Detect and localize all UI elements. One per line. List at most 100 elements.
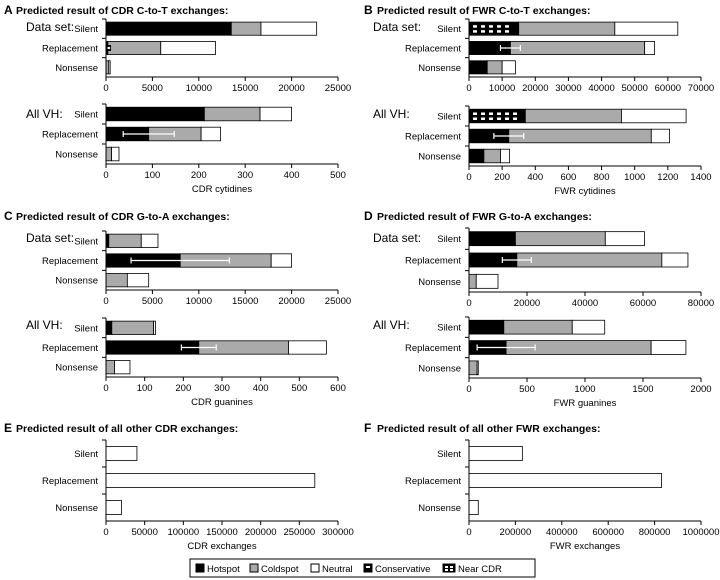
bar-segment-neutral xyxy=(260,21,318,36)
bar-segment-neutral xyxy=(270,253,292,268)
x-tick-label: 10000 xyxy=(186,296,212,307)
bar-segment-coldspot xyxy=(524,108,622,124)
category-label: Replacement xyxy=(42,44,98,55)
panel-d: D Predicted result of FWR G-to-A exchange… xyxy=(364,209,714,409)
category-label: Replacement xyxy=(405,476,461,487)
bar-segment-neutral xyxy=(111,146,120,162)
dataset-label: All VH: xyxy=(373,107,410,121)
bar-segment-hotspot xyxy=(468,148,485,164)
bar-segment-neutral xyxy=(500,148,511,164)
near-cdr-mark xyxy=(505,30,509,33)
bar-segment-hotspot xyxy=(105,320,113,335)
dataset-label: Data set: xyxy=(26,231,74,245)
category-label: Nonsense xyxy=(418,152,461,163)
x-tick-label: 400 xyxy=(253,383,269,394)
category-label: Replacement xyxy=(42,256,98,267)
legend: Hotspot Coldspot Neutral Conservative Ne… xyxy=(189,558,536,578)
x-tick-label: 500 xyxy=(519,384,535,395)
bar-segment-neutral xyxy=(644,41,656,55)
near-cdr-mark xyxy=(497,117,501,120)
category-label: Replacement xyxy=(405,343,461,354)
x-tick-label: 0 xyxy=(103,296,108,307)
bar-segment-hotspot xyxy=(468,231,516,247)
x-tick-label: 20000 xyxy=(278,296,304,307)
x-tick-label: 200000 xyxy=(245,527,277,538)
panel-letter-c: C xyxy=(4,209,13,223)
bar-segment-neutral xyxy=(160,41,216,55)
bar-segment-neutral xyxy=(571,319,606,335)
x-tick-label: 800000 xyxy=(639,527,671,538)
category-label: Nonsense xyxy=(418,277,461,288)
x-tick-label: 400 xyxy=(284,170,300,181)
legend-label-conservative: Conservative xyxy=(375,564,430,575)
panel-e: E Predicted result of all other CDR excha… xyxy=(4,421,354,552)
x-tick-label: 0 xyxy=(466,384,471,395)
x-tick-label: 300000 xyxy=(322,527,354,538)
category-label: Replacement xyxy=(42,343,98,354)
x-tick-label: 0 xyxy=(466,298,471,309)
bar-segment-hotspot xyxy=(468,21,520,36)
category-label: Replacement xyxy=(405,132,461,143)
bar-segment-neutral xyxy=(650,128,670,144)
x-axis-label: FWR cytidines xyxy=(554,186,615,197)
x-tick-label: 250000 xyxy=(283,527,315,538)
x-tick-label: 0 xyxy=(466,172,471,183)
x-tick-label: 0 xyxy=(103,527,108,538)
near-cdr-mark xyxy=(473,25,477,28)
dataset-label: Data set: xyxy=(373,231,421,245)
near-cdr-mark xyxy=(489,30,493,33)
category-label: Silent xyxy=(437,234,461,245)
subchart-f-1: Silent Replacement Nonsense 0 200000 400000 60… xyxy=(405,439,720,552)
bar-segment-neutral xyxy=(650,340,687,355)
x-tick-label: 15000 xyxy=(232,83,258,94)
bar-segment-hotspot xyxy=(105,106,205,122)
legend-swatch-neutral xyxy=(310,563,320,573)
x-tick-label: 1000000 xyxy=(683,527,720,538)
x-tick-label: 40000 xyxy=(572,298,598,309)
category-label: Replacement xyxy=(42,476,98,487)
bar-segment-neutral xyxy=(468,500,479,515)
x-tick-label: 100 xyxy=(144,170,160,181)
legend-swatch-coldspot xyxy=(249,563,259,573)
panel-b: B Predicted result of FWR C-to-T exchange… xyxy=(364,3,714,197)
legend-swatch-nearcdr xyxy=(442,563,456,573)
x-tick-label: 1000 xyxy=(574,384,595,395)
bar-segment-neutral xyxy=(105,500,122,515)
x-tick-label: 500 xyxy=(291,383,307,394)
x-tick-label: 500 xyxy=(330,170,346,181)
bar-segment-coldspot xyxy=(108,233,142,248)
x-tick-label: 0 xyxy=(466,527,471,538)
bar-segment-neutral xyxy=(661,252,689,268)
near-cdr-mark xyxy=(481,112,485,115)
subchart-e-1: Silent Replacement Nonsense 0 50000 100000 150… xyxy=(42,439,354,552)
x-tick-label: 800 xyxy=(594,172,610,183)
x-tick-label: 80000 xyxy=(688,298,714,309)
subchart-d-1: Data set: Silent Replacement Nonsense 0 20000… xyxy=(373,227,714,309)
near-cdr-mark xyxy=(497,112,501,115)
bar-segment-coldspot xyxy=(105,273,128,288)
bar-segment-neutral xyxy=(501,60,516,75)
near-cdr-mark xyxy=(481,30,485,33)
bar-segment-neutral xyxy=(105,446,138,461)
bar-segment-neutral xyxy=(288,340,327,355)
bar-segment-coldspot xyxy=(510,41,646,55)
category-label: Silent xyxy=(437,24,461,35)
near-cdr-mark xyxy=(505,112,509,115)
near-cdr-mark xyxy=(489,117,493,120)
category-label: Nonsense xyxy=(55,503,98,514)
x-tick-label: 25000 xyxy=(325,296,351,307)
near-cdr-mark xyxy=(489,25,493,28)
x-tick-label: 600000 xyxy=(592,527,624,538)
x-tick-label: 1400 xyxy=(690,172,711,183)
bar-segment-hotspot xyxy=(468,60,488,75)
x-tick-label: 200 xyxy=(175,383,191,394)
x-tick-label: 20000 xyxy=(278,83,304,94)
near-cdr-mark xyxy=(505,117,509,120)
bar-segment-coldspot xyxy=(468,273,477,289)
near-cdr-mark xyxy=(489,112,493,115)
x-tick-label: 400 xyxy=(527,172,543,183)
x-tick-label: 70000 xyxy=(688,83,714,94)
legend-label-nearcdr: Near CDR xyxy=(458,564,502,575)
near-cdr-mark xyxy=(473,30,477,33)
near-cdr-mark xyxy=(481,25,485,28)
